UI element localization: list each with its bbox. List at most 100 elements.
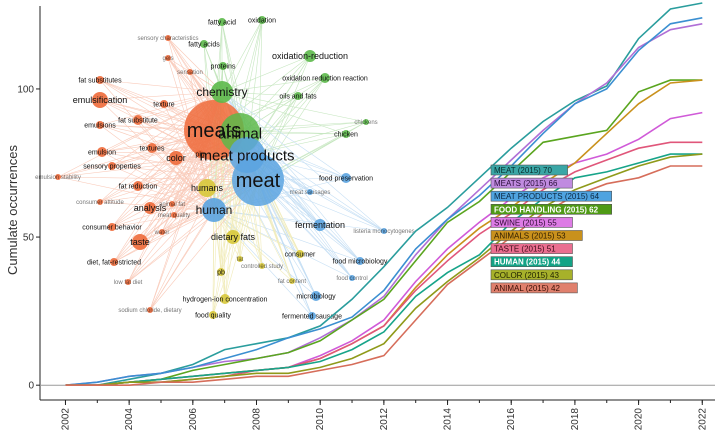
network-edge: [212, 129, 215, 316]
network-edge: [221, 91, 347, 179]
network-node: [349, 275, 355, 281]
network-node-label: fermented sausage: [282, 313, 342, 320]
network-node: [196, 150, 204, 158]
series-callout-box: [490, 204, 612, 215]
network-node-label: sodium chloride, dietary: [118, 308, 181, 314]
series-callout-label: MEAT PRODUCTS (2015) 64: [494, 192, 600, 201]
network-node-label: gels: [162, 56, 173, 62]
network-node: [96, 121, 104, 129]
network-edge: [167, 37, 223, 93]
network-node-label: oxidation: [248, 17, 276, 24]
network-node: [169, 201, 175, 207]
series-callout-label: SWINE (2015) 55: [494, 218, 557, 227]
network-nodes: [55, 16, 387, 320]
network-node: [133, 115, 143, 125]
series-callout-label: COLOR (2015) 43: [494, 271, 559, 280]
network-node-label: chickens: [354, 120, 377, 126]
network-node: [147, 143, 157, 153]
network-edge: [221, 91, 299, 97]
network-node-label: proteins: [211, 63, 236, 70]
network-node: [259, 263, 265, 269]
network-node-label: water: [154, 230, 170, 236]
network-edge: [246, 77, 326, 156]
keyword-network: meats meat animal meat products chemistry hum…: [35, 16, 415, 320]
network-node-label: dietary fats: [211, 232, 256, 242]
network-node: [187, 69, 193, 75]
network-edge: [137, 185, 215, 211]
network-node-label: sensory properties: [83, 163, 141, 170]
network-edge: [213, 209, 353, 279]
network-node: [218, 18, 226, 26]
network-edge: [101, 151, 215, 211]
network-node-label: fatty acid: [208, 19, 236, 26]
series-callout-box: [490, 230, 583, 241]
network-node: [237, 256, 243, 262]
network-node-label: meat sausages: [290, 190, 331, 196]
network-edge: [113, 209, 215, 263]
network-node: [132, 234, 148, 250]
network-node: [171, 212, 177, 218]
network-edge: [127, 209, 215, 283]
network-node: [289, 278, 295, 284]
network-node: [320, 73, 330, 83]
network-node-label: food quality: [195, 312, 231, 319]
network-node-label: animal: [218, 125, 262, 142]
series-line: [65, 2, 703, 386]
network-node: [342, 130, 350, 138]
y-tick-label: 50: [23, 233, 35, 244]
series-line: [65, 165, 703, 386]
series-line: [65, 153, 703, 386]
series-line: [65, 79, 703, 386]
network-node-label: fat: [237, 257, 244, 263]
network-node-label: sensory characteristics: [137, 36, 198, 42]
network-node-label: food control: [336, 276, 367, 282]
network-node-label: chemistry: [196, 85, 247, 99]
network-node: [97, 147, 107, 157]
network-node-label: pb: [217, 269, 225, 276]
network-node: [169, 151, 183, 165]
network-edge: [99, 201, 215, 211]
network-edge: [213, 209, 301, 255]
network-edge: [111, 154, 248, 228]
network-edge: [213, 209, 226, 300]
network-node: [211, 81, 233, 103]
network-node: [209, 311, 217, 319]
network-edge: [221, 91, 347, 135]
network-node: [356, 257, 364, 265]
network-node: [96, 76, 104, 84]
y-axis-title: Cumulate occurrences: [5, 144, 20, 275]
network-node-label: human: [196, 203, 233, 217]
series-line: [65, 153, 703, 386]
series-callout-label: TASTE (2015) 51: [494, 245, 556, 254]
network-edge: [139, 209, 215, 243]
network-node: [144, 202, 156, 214]
network-node: [160, 100, 168, 108]
network-node: [226, 230, 240, 244]
network-node-label: oxidation-reduction: [272, 51, 348, 61]
network-edge: [149, 179, 259, 311]
network-node-label: fat substitutes: [78, 77, 122, 84]
x-tick-label: 2008: [252, 408, 263, 431]
network-node-label: low fat diet: [114, 280, 143, 286]
network-node-label: meats: [187, 120, 241, 142]
network-node-label: oxidation reduction reaction: [282, 75, 368, 82]
series-callout-box: [490, 282, 578, 294]
network-edge: [149, 209, 215, 311]
network-edge: [213, 209, 317, 297]
x-tick-label: 2020: [634, 408, 645, 431]
network-edge: [101, 91, 223, 153]
network-node: [296, 250, 304, 258]
network-node-label: pig: [195, 151, 204, 158]
network-edge: [137, 154, 248, 187]
series-callout-box: [490, 243, 573, 254]
network-node: [229, 137, 265, 173]
network-node-label: humans: [191, 183, 224, 193]
network-node: [220, 294, 230, 304]
network-node: [159, 229, 165, 235]
series-callout-box: [490, 217, 573, 228]
network-node: [198, 179, 216, 197]
series-callout-label: ANIMAL (2015) 42: [494, 284, 561, 293]
network-node: [92, 92, 108, 108]
network-edge: [221, 55, 311, 93]
